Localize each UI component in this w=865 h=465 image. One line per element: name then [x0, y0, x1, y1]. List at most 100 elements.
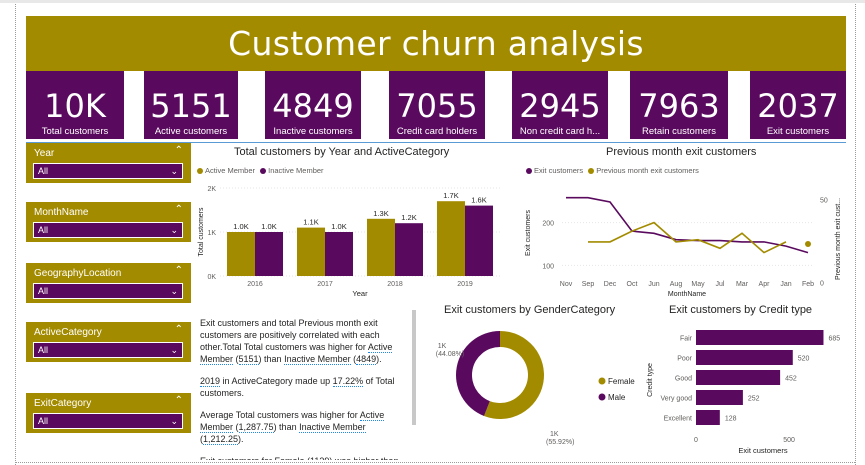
kpi-card-active[interactable]: 5151 Active customers: [144, 71, 238, 139]
narrative-scrollbar[interactable]: [412, 310, 416, 425]
line-chart-legend[interactable]: Exit customers Previous month exit custo…: [526, 166, 699, 175]
kpi-value: 2037: [757, 87, 839, 125]
x-tick-label: Sep: [582, 281, 595, 288]
slicer-title: Year: [34, 148, 55, 159]
slice-data-label: 1K: [550, 431, 559, 438]
bar-data-label: 1.6K: [471, 196, 486, 205]
x-tick-label: Nov: [560, 281, 573, 288]
chevron-up-icon[interactable]: ⌃: [174, 204, 183, 215]
kpi-label: Inactive customers: [273, 126, 353, 137]
legend-dot-female: [598, 377, 606, 385]
x-tick-label: Jun: [648, 281, 659, 288]
y-tick-label: 100: [542, 263, 554, 270]
bar-active: [437, 201, 465, 276]
donut-slice-female: [484, 331, 544, 419]
slicer-title: ExitCategory: [34, 398, 92, 409]
kpi-card-exit[interactable]: 2037 Exit customers: [750, 71, 846, 139]
narrative-text: ) than: [273, 422, 300, 432]
chevron-up-icon[interactable]: ⌃: [174, 145, 183, 156]
x-tick-label: 0: [694, 437, 698, 444]
y-tick-label: 200: [542, 221, 554, 228]
chevron-up-icon[interactable]: ⌃: [174, 265, 183, 276]
narrative-text: (: [350, 354, 357, 364]
narrative-highlight: 4849: [356, 354, 377, 365]
smart-narrative: Exit customers and total Previous month …: [200, 317, 410, 460]
bar-data-label: 1.3K: [373, 209, 388, 218]
chevron-down-icon[interactable]: ⌄: [170, 286, 178, 296]
slicer-dropdown[interactable]: All ⌄: [33, 342, 183, 358]
kpi-value: 5151: [150, 87, 232, 125]
bar-data-label: 1.0K: [331, 222, 346, 231]
chevron-down-icon[interactable]: ⌄: [170, 225, 178, 235]
narrative-text: ).: [238, 434, 244, 444]
chevron-down-icon[interactable]: ⌄: [170, 416, 178, 426]
chevron-up-icon[interactable]: ⌃: [174, 324, 183, 335]
slicer-geographylocation[interactable]: GeographyLocation ⌃ All ⌄: [26, 263, 191, 303]
legend-label: Male: [608, 393, 626, 402]
x-tick-label: 500: [783, 437, 795, 444]
credit-type-bar-chart[interactable]: Fair 685 Poor 520 Good 452 Very good 252 Excelle…: [640, 318, 855, 460]
bar-data-label: 1.2K: [401, 213, 416, 222]
bar-inactive: [465, 205, 493, 276]
kpi-card-credit-holders[interactable]: 7055 Credit card holders: [389, 71, 485, 139]
legend-label: Female: [608, 377, 635, 386]
slicer-dropdown[interactable]: All ⌄: [33, 413, 183, 429]
kpi-label: Credit card holders: [396, 126, 478, 137]
slicer-monthname[interactable]: MonthName ⌃ All ⌄: [26, 202, 191, 242]
y-tick-label: Fair: [680, 336, 693, 343]
x-tick-label: Oct: [627, 281, 638, 288]
y-tick-label: Good: [675, 376, 692, 383]
legend-label: Active Member: [205, 166, 256, 175]
x-tick-label: Apr: [759, 281, 771, 288]
narrative-text: (: [200, 434, 203, 444]
x-tick-label: Dec: [604, 281, 617, 288]
narrative-highlight: Inactive Member: [284, 354, 351, 365]
slicer-exitcategory[interactable]: ExitCategory ⌃ All ⌄: [26, 393, 191, 433]
x-tick-label: 2019: [457, 281, 473, 288]
kpi-value: 7055: [396, 87, 478, 125]
narrative-highlight: 17.22%: [332, 376, 364, 387]
narrative-paragraph: 2019 in ActiveCategory made up 17.22% of…: [200, 375, 410, 399]
bar-data-label: 1.7K: [443, 191, 458, 200]
slicer-value: All: [38, 345, 49, 355]
x-tick-label: 2017: [317, 281, 333, 288]
slicer-title: ActiveCategory: [34, 327, 102, 338]
y-tick-label: Very good: [660, 396, 692, 403]
chevron-down-icon[interactable]: ⌄: [170, 166, 178, 176]
slice-pct-label: (55.92%): [546, 439, 574, 446]
y-right-tick-label: 50: [820, 198, 828, 205]
slicer-activecategory[interactable]: ActiveCategory ⌃ All ⌄: [26, 322, 191, 362]
bar-data-label: 1.0K: [233, 222, 248, 231]
x-tick-label: Feb: [802, 281, 814, 288]
narrative-text: ) than: [258, 354, 285, 364]
slicer-year[interactable]: Year ⌃ All ⌄: [26, 143, 191, 183]
chevron-up-icon[interactable]: ⌃: [174, 395, 183, 406]
slicer-dropdown[interactable]: All ⌄: [33, 163, 183, 179]
slicer-dropdown[interactable]: All ⌄: [33, 283, 183, 299]
bar-chart[interactable]: 0K 1K 2K 1.0K 1.0K 2016 1.1K 1.0K 2017 1.3K 1.2K 20…: [195, 178, 510, 298]
y-tick-label: Poor: [677, 356, 692, 363]
kpi-card-inactive[interactable]: 4849 Inactive customers: [265, 71, 361, 139]
legend-label: Exit customers: [534, 166, 584, 175]
narrative-text: ) was higher than: [329, 456, 398, 460]
bar-data-label: 252: [748, 396, 760, 403]
x-axis-title: Exit customers: [738, 446, 787, 455]
chevron-down-icon[interactable]: ⌄: [170, 345, 178, 355]
hbar-bar: [696, 410, 720, 425]
kpi-card-total[interactable]: 10K Total customers: [26, 71, 124, 139]
y-axis-right-title: Previous month exit cust...: [835, 198, 842, 280]
slicer-dropdown[interactable]: All ⌄: [33, 222, 183, 238]
bar-inactive: [395, 223, 423, 276]
narrative-text: Exit customers for: [200, 456, 275, 460]
kpi-label: Exit customers: [766, 126, 830, 137]
line-chart[interactable]: 100 200 50 0 Nov Sep Dec Oct Jun Aug May Jul Mar Apr J…: [520, 178, 850, 302]
canvas-edge-right: [855, 0, 856, 465]
kpi-value: 10K: [44, 87, 106, 125]
slicer-value: All: [38, 416, 49, 426]
kpi-card-retain[interactable]: 7963 Retain customers: [630, 71, 728, 139]
bar-data-label: 685: [828, 336, 840, 343]
kpi-card-non-credit-holders[interactable]: 2945 Non credit card h...: [512, 71, 608, 139]
bar-chart-legend[interactable]: Active Member Inactive Member: [197, 166, 324, 175]
canvas-edge-left: [15, 0, 16, 465]
